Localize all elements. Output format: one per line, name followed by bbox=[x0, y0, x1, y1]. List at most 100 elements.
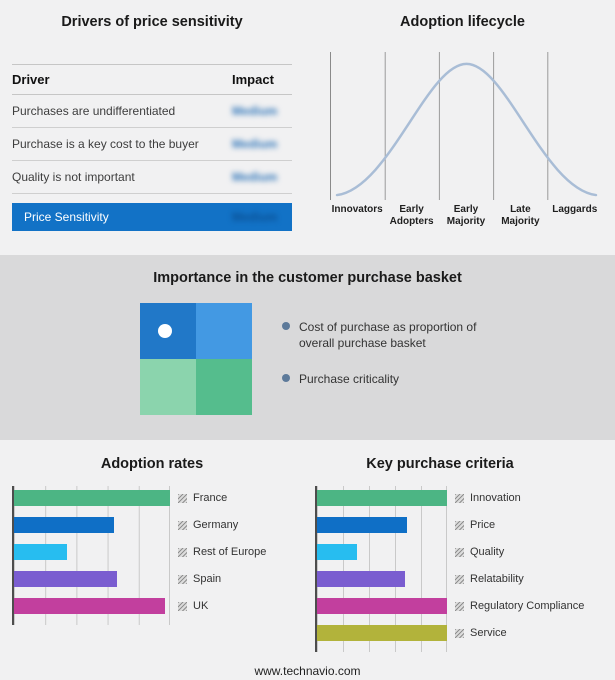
legend-label: Germany bbox=[193, 519, 239, 531]
bullet-icon bbox=[282, 322, 290, 330]
adoption-rates-legend: France Germany Rest of Europe Spain bbox=[178, 486, 266, 625]
hatch-swatch-icon bbox=[455, 493, 464, 503]
lifecycle-title: Adoption lifecycle bbox=[400, 14, 525, 30]
table-header: Driver Impact bbox=[12, 64, 292, 95]
hatch-swatch-icon bbox=[455, 574, 464, 584]
drivers-table: Driver Impact Purchases are undifferenti… bbox=[12, 64, 292, 231]
impact-value: Medium bbox=[232, 104, 278, 118]
bar-quality bbox=[317, 544, 358, 560]
legend-label: Regulatory Compliance bbox=[470, 600, 585, 612]
bar-innovation bbox=[317, 490, 447, 506]
adoption-rates-chart: Adoption rates France German bbox=[0, 456, 310, 658]
stage-label-innovators: Innovators bbox=[331, 204, 383, 215]
bar-service bbox=[317, 625, 447, 641]
bar-price bbox=[317, 517, 407, 533]
quadrant-cell-top-right bbox=[196, 303, 252, 359]
key-purchase-criteria-plot bbox=[315, 486, 447, 652]
legend-text: Cost of purchase as proportion of overal… bbox=[299, 320, 477, 351]
legend-label: Service bbox=[470, 627, 507, 639]
hatch-swatch-icon bbox=[178, 493, 187, 503]
legend-item: Relatability bbox=[455, 571, 584, 587]
bar-relatability bbox=[317, 571, 406, 587]
hatch-swatch-icon bbox=[455, 601, 464, 611]
footer-url: www.technavio.com bbox=[254, 664, 361, 678]
quadrant-cell-bottom-left bbox=[140, 359, 196, 415]
legend-item: Price bbox=[455, 517, 584, 533]
legend-label: Innovation bbox=[470, 492, 521, 504]
legend-item: UK bbox=[178, 598, 266, 614]
stage-labels: Innovators Early Adopters Early Majority… bbox=[330, 204, 602, 228]
stage-label-laggards: Laggards bbox=[552, 204, 598, 215]
impact-value: Medium bbox=[232, 137, 278, 151]
impact-value: Medium bbox=[232, 170, 278, 184]
driver-cell: Purchases are undifferentiated bbox=[12, 104, 176, 118]
basket-legend: Cost of purchase as proportion of overal… bbox=[282, 303, 499, 415]
stage-label-late-majority: Late Majority bbox=[501, 204, 540, 227]
hatch-swatch-icon bbox=[178, 574, 187, 584]
price-sensitivity-impact: Medium bbox=[232, 210, 278, 224]
column-header-driver: Driver bbox=[12, 72, 50, 87]
hatch-swatch-icon bbox=[178, 520, 187, 530]
table-row: Purchase is a key cost to the buyer Medi… bbox=[12, 128, 292, 161]
stage-label-early-majority: Early Majority bbox=[446, 204, 486, 227]
bottom-section: Adoption rates France German bbox=[0, 440, 615, 658]
key-purchase-criteria-title: Key purchase criteria bbox=[366, 456, 514, 472]
adoption-rates-plot bbox=[12, 486, 170, 625]
legend-text: Purchase criticality bbox=[299, 372, 400, 387]
bullet-icon bbox=[282, 374, 290, 383]
legend-item: Rest of Europe bbox=[178, 544, 266, 560]
legend-item: Regulatory Compliance bbox=[455, 598, 584, 614]
bar-germany bbox=[14, 517, 114, 533]
bar-uk bbox=[14, 598, 166, 614]
basket-section: Importance in the customer purchase bask… bbox=[0, 255, 615, 440]
legend-item: Quality bbox=[455, 544, 584, 560]
hatch-swatch-icon bbox=[455, 520, 464, 530]
drivers-title: Drivers of price sensitivity bbox=[61, 14, 243, 30]
legend-label: Relatability bbox=[470, 573, 524, 585]
legend-label: Quality bbox=[470, 546, 505, 558]
quadrant-cell-bottom-right bbox=[196, 359, 252, 415]
top-section: Drivers of price sensitivity Driver Impa… bbox=[0, 0, 615, 255]
quadrant-dot-icon bbox=[158, 324, 172, 338]
key-purchase-criteria-chart: Key purchase criteria Innovation bbox=[310, 456, 615, 658]
legend-label: Spain bbox=[193, 573, 222, 585]
quadrant-chart bbox=[140, 303, 252, 415]
table-row: Quality is not important Medium bbox=[12, 161, 292, 194]
legend-item: Cost of purchase as proportion of overal… bbox=[282, 319, 499, 351]
price-sensitivity-row: Price Sensitivity Medium bbox=[12, 203, 292, 231]
bell-curve-svg bbox=[335, 52, 598, 200]
table-row: Purchases are undifferentiated Medium bbox=[12, 95, 292, 128]
bar-rest-of-europe bbox=[14, 544, 68, 560]
hatch-swatch-icon bbox=[455, 628, 464, 638]
legend-item: Service bbox=[455, 625, 584, 641]
legend-label: Rest of Europe bbox=[193, 546, 267, 558]
legend-label: UK bbox=[193, 600, 209, 612]
driver-cell: Quality is not important bbox=[12, 170, 135, 184]
hatch-swatch-icon bbox=[178, 547, 187, 557]
driver-cell: Purchase is a key cost to the buyer bbox=[12, 137, 199, 151]
legend-item: France bbox=[178, 490, 266, 506]
adoption-rates-title: Adoption rates bbox=[100, 456, 204, 472]
legend-label: Price bbox=[470, 519, 496, 531]
bell-curve bbox=[335, 62, 598, 197]
price-sensitivity-label: Price Sensitivity bbox=[24, 210, 109, 224]
basket-content: Cost of purchase as proportion of overal… bbox=[0, 303, 615, 415]
lifecycle-chart bbox=[330, 52, 602, 200]
legend-item: Spain bbox=[178, 571, 266, 587]
stage-label-early-adopters: Early Adopters bbox=[389, 204, 434, 227]
legend-item: Germany bbox=[178, 517, 266, 533]
drivers-panel: Drivers of price sensitivity Driver Impa… bbox=[0, 0, 310, 255]
lifecycle-panel: Adoption lifecycle Innovators Early Adop… bbox=[310, 0, 615, 255]
hatch-swatch-icon bbox=[178, 601, 187, 611]
bar-regulatory-compliance bbox=[317, 598, 447, 614]
bar-spain bbox=[14, 571, 117, 587]
bar-france bbox=[14, 490, 170, 506]
legend-label: France bbox=[193, 492, 228, 504]
legend-item: Purchase criticality bbox=[282, 371, 499, 387]
key-purchase-criteria-legend: Innovation Price Quality Relatability bbox=[455, 486, 584, 652]
column-header-impact: Impact bbox=[232, 72, 274, 87]
basket-title: Importance in the customer purchase bask… bbox=[153, 270, 462, 286]
hatch-swatch-icon bbox=[455, 547, 464, 557]
legend-item: Innovation bbox=[455, 490, 584, 506]
